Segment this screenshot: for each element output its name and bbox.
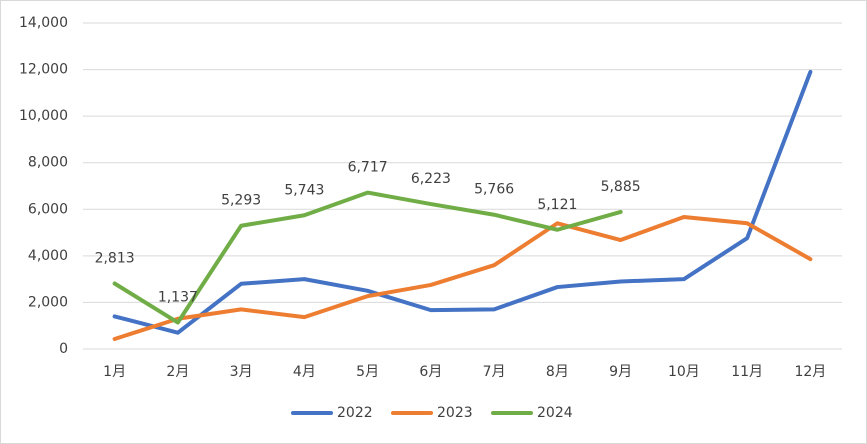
data-label: 2,813	[95, 250, 135, 266]
x-tick-label: 10月	[668, 364, 700, 380]
x-tick-label: 1月	[103, 364, 126, 380]
data-label: 6,223	[411, 171, 451, 187]
y-tick-label: 4,000	[28, 248, 68, 264]
data-label: 5,293	[221, 193, 261, 209]
y-tick-label: 6,000	[28, 201, 68, 217]
y-tick-label: 2,000	[28, 294, 68, 310]
legend-label: 2024	[537, 405, 573, 421]
x-tick-label: 2月	[166, 364, 189, 380]
series-line	[112, 214, 813, 341]
x-tick-label: 4月	[293, 364, 316, 380]
series-line	[112, 190, 623, 325]
y-tick-label: 0	[59, 341, 68, 357]
x-tick-label: 11月	[731, 364, 763, 380]
data-label: 5,121	[537, 197, 577, 213]
data-label: 5,743	[284, 182, 324, 198]
legend-label: 2023	[437, 405, 473, 421]
x-tick-label: 8月	[546, 364, 569, 380]
y-tick-label: 10,000	[19, 108, 68, 124]
x-tick-label: 3月	[230, 364, 253, 380]
series-line	[112, 69, 813, 335]
legend-label: 2022	[337, 405, 373, 421]
x-tick-label: 7月	[483, 364, 506, 380]
x-tick-label: 12月	[794, 364, 826, 380]
x-tick-label: 9月	[609, 364, 632, 380]
y-tick-label: 14,000	[19, 15, 68, 31]
data-label: 5,885	[601, 179, 641, 195]
data-label: 6,717	[348, 160, 388, 176]
y-tick-label: 8,000	[28, 155, 68, 171]
data-label: 5,766	[474, 182, 514, 198]
x-tick-label: 5月	[356, 364, 379, 380]
y-tick-label: 12,000	[19, 62, 68, 78]
data-label: 1,137	[158, 290, 198, 306]
x-tick-label: 6月	[419, 364, 442, 380]
